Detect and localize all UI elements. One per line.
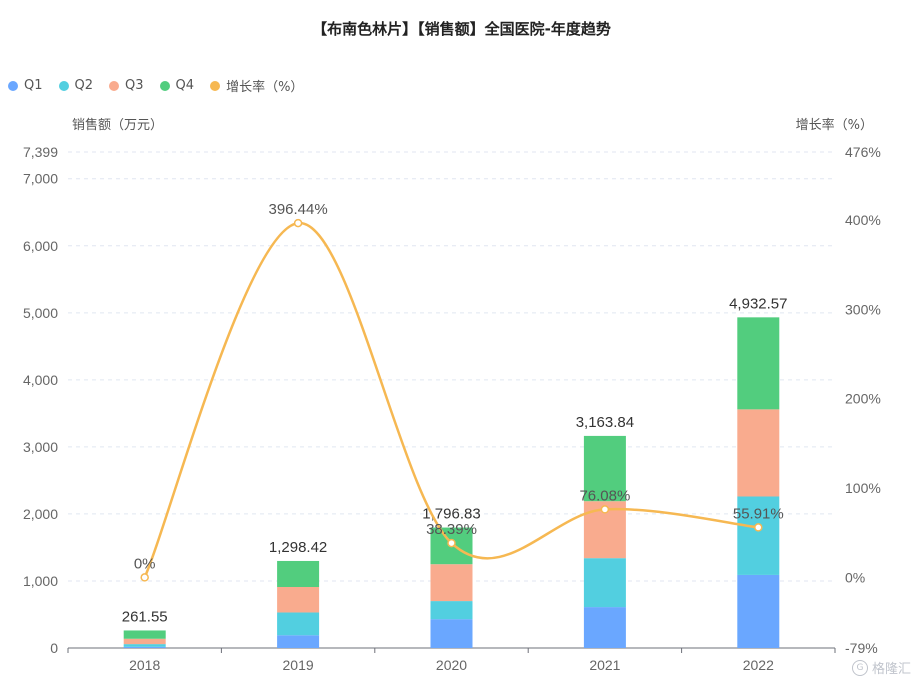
legend-item-q2[interactable]: Q2 xyxy=(58,76,94,95)
bar-q2-2020 xyxy=(430,601,473,620)
legend-item-q4[interactable]: Q4 xyxy=(159,76,195,95)
legend-label-q1: Q1 xyxy=(24,78,43,93)
legend-item-q1[interactable]: Q1 xyxy=(8,76,43,95)
y-left-tick-label: 1,000 xyxy=(23,573,58,589)
bar-q3-2019 xyxy=(277,586,320,613)
y-left-tick-label: 5,000 xyxy=(23,305,58,321)
y-right-tick-label: 200% xyxy=(845,391,881,407)
legend-swatch-q3 xyxy=(109,80,120,91)
x-tick-label: 2020 xyxy=(436,657,467,673)
legend: Q1 Q2 Q3 Q4 增长率（%） xyxy=(8,76,303,95)
legend-item-growth[interactable]: 增长率（%） xyxy=(210,76,303,95)
bar-q2-2018 xyxy=(123,644,166,647)
growth-point-2019 xyxy=(293,218,303,228)
bar-q1-2019 xyxy=(277,635,320,648)
bar-q3-2020 xyxy=(430,564,473,602)
watermark-logo-icon: G xyxy=(851,659,868,676)
growth-point-2018 xyxy=(140,573,149,582)
bar-q2-2019 xyxy=(277,612,320,636)
x-tick-label: 2021 xyxy=(589,657,620,673)
y-left-tick-label: 6,000 xyxy=(23,238,58,254)
legend-label-q4: Q4 xyxy=(175,78,195,93)
bar-q4-2021 xyxy=(583,435,626,502)
y-left-tick-label: 7,000 xyxy=(23,171,58,187)
y-right-tick-label: 0% xyxy=(845,569,865,585)
total-label-2022: 4,932.57 xyxy=(729,295,787,312)
growth-label-2018: 0% xyxy=(134,555,156,572)
growth-label-2020: 38.39% xyxy=(426,521,477,538)
y-left-tick-label: 3,000 xyxy=(23,439,58,455)
right-axis-name: 增长率（%） xyxy=(795,118,873,133)
watermark: G 格隆汇 xyxy=(851,658,911,677)
x-tick-label: 2018 xyxy=(129,657,160,673)
legend-swatch-q4 xyxy=(159,80,170,91)
bar-q4-2022 xyxy=(737,317,780,410)
watermark-text: 格隆汇 xyxy=(871,662,911,677)
bar-q2-2021 xyxy=(583,558,626,608)
left-axis-name: 销售额（万元） xyxy=(72,118,164,133)
bar-q1-2022 xyxy=(737,574,780,648)
total-label-2021: 3,163.84 xyxy=(576,414,634,431)
y-right-tick-label: -79% xyxy=(845,640,878,656)
x-tick-label: 2019 xyxy=(283,657,314,673)
y-left-tick-label: 4,000 xyxy=(23,372,58,388)
y-right-tick-label: 476% xyxy=(845,144,881,160)
legend-swatch-growth xyxy=(210,80,221,91)
bar-q1-2018 xyxy=(123,646,166,648)
total-label-2019: 1,298.42 xyxy=(269,539,327,556)
y-right-tick-label: 100% xyxy=(845,480,881,496)
total-label-2020: 1,796.83 xyxy=(422,506,480,523)
legend-swatch-q1 xyxy=(8,80,18,91)
growth-point-2021 xyxy=(600,505,610,514)
y-right-tick-label: 400% xyxy=(845,212,881,228)
legend-item-q3[interactable]: Q3 xyxy=(109,76,144,95)
x-tick-label: 2022 xyxy=(743,657,774,673)
legend-label-q3: Q3 xyxy=(125,78,144,93)
bar-q4-2018 xyxy=(123,630,166,639)
growth-label-2021: 76.08% xyxy=(579,487,630,504)
legend-label-q2: Q2 xyxy=(74,78,94,93)
growth-point-2020 xyxy=(447,538,456,548)
bar-q1-2020 xyxy=(430,619,473,648)
y-left-tick-label: 0 xyxy=(50,640,58,656)
bar-q2-2022 xyxy=(737,496,780,575)
growth-label-2019: 396.44% xyxy=(268,201,327,218)
y-left-tick-label: 7,399 xyxy=(23,144,58,160)
y-left-tick-label: 2,000 xyxy=(23,506,58,522)
y-right-tick-label: 300% xyxy=(845,301,881,317)
legend-swatch-q2 xyxy=(58,80,69,91)
bar-q3-2022 xyxy=(737,409,780,497)
bar-q1-2021 xyxy=(583,607,626,648)
bar-q4-2019 xyxy=(277,560,320,587)
legend-label-growth: 增长率（%） xyxy=(226,80,304,95)
growth-point-2022 xyxy=(754,523,763,532)
growth-line xyxy=(143,221,759,578)
total-label-2018: 261.55 xyxy=(122,608,168,625)
bar-q3-2018 xyxy=(123,638,166,645)
chart-title: 【布南色林片】【销售额】全国医院-年度趋势 xyxy=(312,20,611,38)
growth-label-2022: 55.91% xyxy=(733,505,784,522)
